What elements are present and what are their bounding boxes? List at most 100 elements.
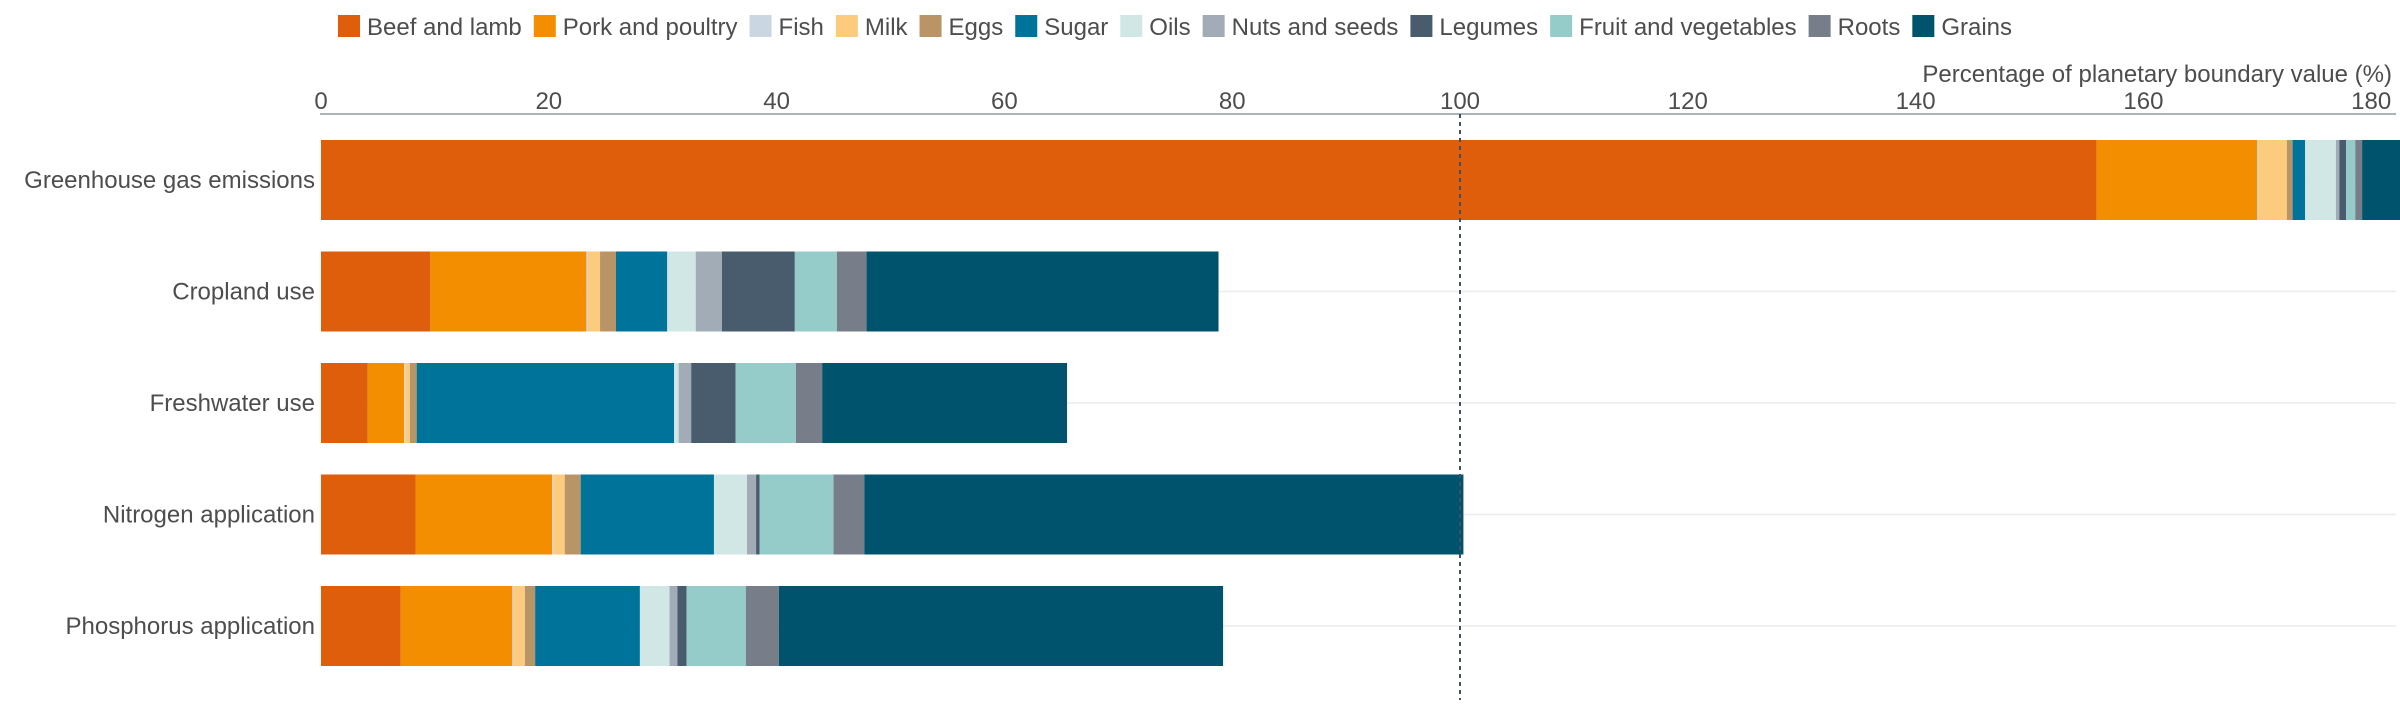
- bar-segment: [321, 586, 401, 666]
- bar-segment: [691, 363, 736, 443]
- bar-segment: [564, 474, 581, 555]
- bar-segment: [430, 251, 587, 332]
- legend-swatch: [1202, 15, 1225, 37]
- bar-segment: [745, 586, 779, 666]
- legend-swatch: [835, 15, 858, 37]
- bar-segment: [524, 586, 536, 666]
- bar-segment: [535, 586, 640, 666]
- legend-swatch: [1808, 15, 1831, 37]
- bar-segment: [2335, 140, 2340, 220]
- legend-label: Oils: [1149, 14, 1190, 41]
- bar-segment: [713, 474, 747, 555]
- bar-segment: [667, 251, 696, 332]
- bar-segment: [580, 474, 714, 555]
- legend-label: Fruit and vegetables: [1579, 14, 1796, 41]
- bar-segment: [404, 363, 406, 443]
- bar-segment: [756, 474, 760, 555]
- x-tick-label: 120: [1668, 88, 1708, 115]
- bar-segment: [616, 251, 668, 332]
- x-tick-label: 0: [314, 88, 327, 115]
- bar-segment: [367, 363, 405, 443]
- x-axis-ticks: 0 20 40 60 80 100 120 140 160 180: [314, 88, 2391, 115]
- legend-swatch: [1015, 15, 1038, 37]
- bar-segment: [833, 474, 865, 555]
- bar-segment: [866, 251, 1219, 332]
- bar-segment: [864, 474, 1464, 555]
- bar-segment: [735, 363, 796, 443]
- bar-segment: [513, 586, 525, 666]
- bar-segment: [2257, 140, 2259, 220]
- x-tick-label: 20: [535, 88, 562, 115]
- bar-segment: [822, 363, 1068, 443]
- bar-segment: [669, 586, 678, 666]
- legend-swatch: [919, 15, 942, 37]
- bar-segment: [759, 474, 834, 555]
- x-tick-label: 40: [763, 88, 790, 115]
- bar-segment: [409, 363, 417, 443]
- category-label: Phosphorus application: [65, 613, 315, 640]
- bar-segment: [2355, 140, 2363, 220]
- legend-label: Beef and lamb: [367, 14, 522, 41]
- bar-segment: [678, 363, 692, 443]
- x-axis-label: Percentage of planetary boundary value (…: [1922, 61, 2392, 88]
- x-tick-label: 160: [2123, 88, 2163, 115]
- legend-swatch: [1550, 15, 1573, 37]
- x-tick-label: 80: [1219, 88, 1246, 115]
- bars: [321, 140, 2400, 666]
- bar-segment: [2096, 140, 2258, 220]
- bar-segment: [778, 586, 1224, 666]
- bar-segment: [2346, 140, 2356, 220]
- bar-segment: [677, 586, 687, 666]
- bar-segment: [553, 474, 565, 555]
- legend-label: Eggs: [949, 14, 1004, 41]
- bar-segment: [2305, 140, 2336, 220]
- bar-segment: [587, 251, 601, 332]
- bar-segment: [586, 251, 588, 332]
- bar-segment: [2258, 140, 2287, 220]
- bar-segment: [415, 474, 553, 555]
- x-tick-label: 180: [2351, 88, 2391, 115]
- legend-swatch: [1410, 15, 1433, 37]
- x-tick-label: 60: [991, 88, 1018, 115]
- bar-segment: [2362, 140, 2400, 220]
- bar-segment: [600, 251, 617, 332]
- legend-label: Fish: [779, 14, 824, 41]
- bar-segment: [795, 363, 823, 443]
- bar-segment: [512, 586, 514, 666]
- bar-segment: [2292, 140, 2306, 220]
- legend-swatch: [1120, 15, 1143, 37]
- y-axis-labels: Greenhouse gas emissions Cropland use Fres…: [24, 167, 315, 640]
- legend-swatch: [533, 15, 556, 37]
- bar-segment: [405, 363, 410, 443]
- x-tick-label: 140: [1896, 88, 1936, 115]
- legend-label: Nuts and seeds: [1232, 14, 1399, 41]
- bar-segment: [639, 586, 670, 666]
- legend-label: Pork and poultry: [563, 14, 738, 41]
- bar-segment: [321, 140, 2097, 220]
- bar-segment: [794, 251, 837, 332]
- legend-swatch: [338, 15, 360, 37]
- category-label: Nitrogen application: [103, 502, 315, 529]
- legend-label: Milk: [865, 14, 909, 41]
- legend-label: Sugar: [1044, 14, 1108, 41]
- bar-segment: [686, 586, 746, 666]
- bar-segment: [321, 251, 431, 332]
- bar-segment: [2339, 140, 2347, 220]
- bar-segment: [695, 251, 722, 332]
- bar-segment: [721, 251, 795, 332]
- bar-segment: [400, 586, 513, 666]
- bar-segment: [321, 474, 416, 555]
- bar-segment: [746, 474, 757, 555]
- bar-segment: [552, 474, 554, 555]
- category-label: Greenhouse gas emissions: [24, 167, 315, 194]
- category-label: Freshwater use: [150, 390, 315, 417]
- bar-segment: [836, 251, 867, 332]
- category-label: Cropland use: [172, 279, 315, 306]
- bar-segment: [674, 363, 679, 443]
- x-tick-label: 100: [1440, 88, 1480, 115]
- legend-label: Roots: [1838, 14, 1901, 41]
- bar-segment: [416, 363, 675, 443]
- legend-label: Grains: [1941, 14, 2012, 41]
